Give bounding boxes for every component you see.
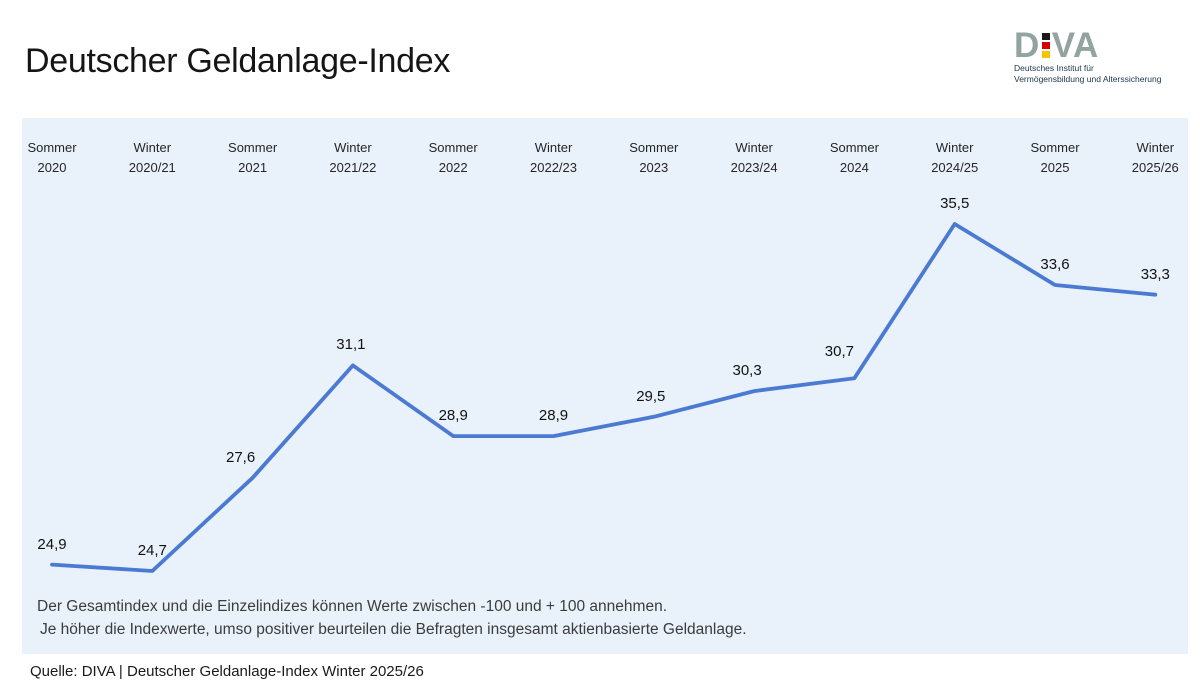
line-chart — [50, 222, 1158, 573]
x-axis-label: Sommer 2024 — [829, 140, 879, 175]
data-point-label: 28,9 — [538, 407, 569, 425]
data-point-label: 24,7 — [137, 542, 167, 559]
diva-logo-word: D VA — [1014, 26, 1186, 65]
x-axis-label: Sommer 2021 — [228, 140, 278, 175]
x-axis-label: Winter 2022/23 — [530, 140, 577, 175]
german-flag-icon — [1041, 33, 1050, 58]
data-point-label: 24,9 — [37, 535, 67, 553]
x-axis-label: Winter 2025/26 — [1131, 140, 1179, 175]
data-point-label: 35,5 — [940, 194, 970, 212]
x-axis-label: Winter 2020/21 — [128, 140, 176, 175]
x-axis-label: Winter 2021/22 — [329, 140, 377, 175]
logo-subtitle: Deutsches Institut für Vermögensbildung … — [1014, 63, 1186, 84]
data-point-label: 28,9 — [438, 407, 468, 425]
logo-subtitle-line2: Vermögensbildung und Alterssicherung — [1014, 73, 1162, 84]
x-axis-label: Winter 2023/24 — [730, 140, 778, 175]
data-point-label: 30,3 — [732, 362, 762, 380]
data-point-label: 27,6 — [225, 448, 256, 466]
x-axis-label: Sommer 2022 — [428, 140, 478, 175]
x-axis-label: Winter 2024/25 — [931, 140, 979, 175]
chart-panel: Sommer 2020 Winter 2020/21 Sommer 2021 Winter 2… — [22, 118, 1188, 654]
source-line: Quelle: DIVA | Deutscher Geldanlage-Inde… — [30, 663, 424, 680]
data-point-label: 33,6 — [1040, 256, 1070, 274]
footnote-line1: Der Gesamtindex und die Einzelindizes kö… — [37, 598, 667, 615]
diva-logo: D VA Deutsches Institut für Vermögensbil… — [1014, 26, 1186, 84]
logo-subtitle-line1: Deutsches Institut für — [1014, 63, 1094, 73]
data-point-label: 33,3 — [1140, 265, 1170, 283]
data-point-label: 31,1 — [336, 336, 366, 354]
data-point-label: 30,7 — [824, 343, 854, 361]
x-axis-label: Sommer 2023 — [629, 140, 679, 175]
x-axis-label: Sommer 2020 — [27, 140, 77, 175]
data-point-label: 29,5 — [636, 387, 666, 405]
page-title: Deutscher Geldanlage-Index — [25, 42, 451, 80]
logo-letters-va: VA — [1051, 26, 1099, 65]
x-axis-label: Sommer 2025 — [1030, 140, 1080, 175]
footnote-line2: Je höher die Indexwerte, umso positiver … — [40, 620, 747, 638]
chart-footnote: Der Gesamtindex und die Einzelindizes kö… — [37, 596, 747, 641]
index-line-series — [50, 222, 1158, 573]
logo-letter-d: D — [1014, 26, 1040, 65]
